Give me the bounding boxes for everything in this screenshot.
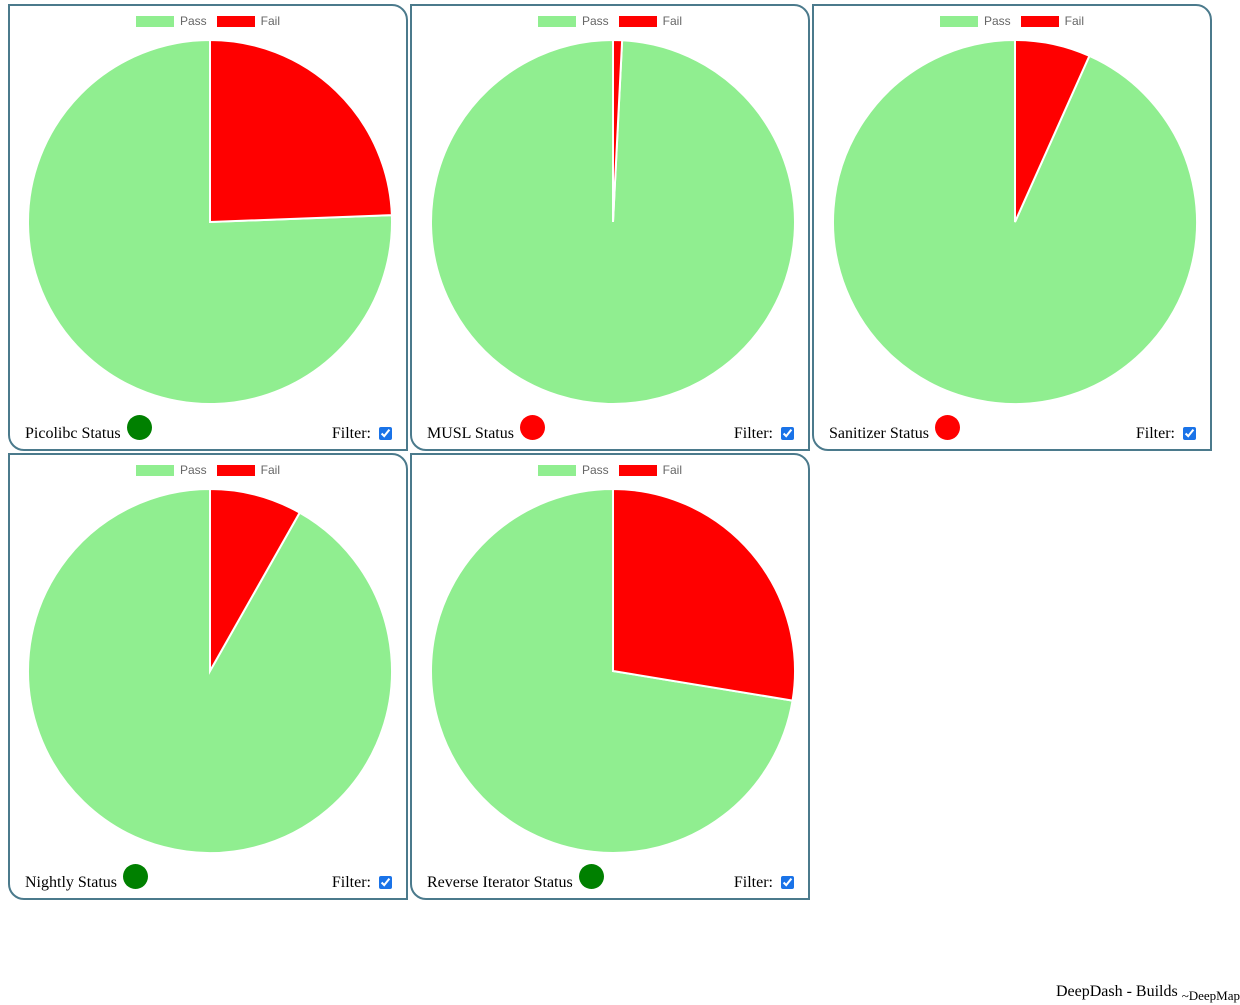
status-group: Sanitizer Status <box>829 415 960 443</box>
legend-label-fail: Fail <box>260 14 281 28</box>
legend-label-pass: Pass <box>581 463 609 477</box>
chart-legend: Pass Fail <box>814 14 1210 28</box>
card-footer: Sanitizer Status Filter: <box>829 415 1196 443</box>
legend-item-fail[interactable]: Fail <box>618 463 683 477</box>
legend-item-fail[interactable]: Fail <box>216 14 281 28</box>
legend-item-fail[interactable]: Fail <box>618 14 683 28</box>
pie-chart <box>430 38 796 405</box>
pie-slice-fail[interactable] <box>1014 38 1091 223</box>
legend-swatch-fail <box>216 464 255 476</box>
status-indicator <box>934 415 960 440</box>
footer-subtitle: ~DeepMap <box>1181 988 1240 1003</box>
legend-item-pass[interactable]: Pass <box>537 14 609 28</box>
status-label: Reverse Iterator Status <box>427 874 573 891</box>
filter-label: Filter: <box>733 425 773 442</box>
pie-chart <box>27 487 393 854</box>
legend-swatch-pass <box>537 15 576 27</box>
chart-legend: Pass Fail <box>412 463 808 477</box>
chart-legend: Pass Fail <box>10 14 406 28</box>
pie-chart <box>832 38 1198 405</box>
pie-slice-fail[interactable] <box>209 487 302 675</box>
legend-label-pass: Pass <box>179 14 207 28</box>
card-footer: MUSL Status Filter: <box>427 415 794 443</box>
pie-chart <box>27 38 393 405</box>
legend-item-pass[interactable]: Pass <box>939 14 1011 28</box>
legend-item-fail[interactable]: Fail <box>216 463 281 477</box>
legend-label-pass: Pass <box>581 14 609 28</box>
filter-group: Filter: <box>332 874 392 892</box>
status-label: Picolibc Status <box>25 425 121 442</box>
status-indicator <box>578 864 604 889</box>
legend-swatch-pass <box>135 15 174 27</box>
status-indicator <box>126 415 152 440</box>
legend-label-pass: Pass <box>179 463 207 477</box>
legend-swatch-pass <box>135 464 174 476</box>
legend-label-fail: Fail <box>662 463 683 477</box>
legend-item-pass[interactable]: Pass <box>537 463 609 477</box>
legend-label-fail: Fail <box>1064 14 1085 28</box>
filter-group: Filter: <box>1136 425 1196 443</box>
legend-label-fail: Fail <box>260 463 281 477</box>
chart-card-nightly: Pass Fail Nightly Status Filter: <box>8 453 408 900</box>
filter-group: Filter: <box>734 425 794 443</box>
legend-label-fail: Fail <box>662 14 683 28</box>
pie-slice-fail[interactable] <box>209 38 393 224</box>
status-group: MUSL Status <box>427 415 545 443</box>
chart-card-musl: Pass Fail MUSL Status Filter: <box>410 4 810 451</box>
legend-swatch-pass <box>537 464 576 476</box>
filter-checkbox[interactable] <box>781 875 794 889</box>
card-footer: Reverse Iterator Status Filter: <box>427 864 794 892</box>
legend-swatch-fail <box>618 15 657 27</box>
legend-swatch-fail <box>618 464 657 476</box>
legend-swatch-fail <box>1020 15 1059 27</box>
pie-slice-pass[interactable] <box>430 487 794 854</box>
filter-label: Filter: <box>1135 425 1175 442</box>
filter-group: Filter: <box>734 874 794 892</box>
page-footer: DeepDash - Builds ~DeepMap <box>1055 983 1240 1003</box>
chart-card-reverse-iterator: Pass Fail Reverse Iterator Status Filter… <box>410 453 810 900</box>
status-group: Reverse Iterator Status <box>427 864 604 892</box>
chart-legend: Pass Fail <box>412 14 808 28</box>
status-label: Nightly Status <box>25 874 118 891</box>
status-indicator <box>519 415 545 440</box>
card-footer: Nightly Status Filter: <box>25 864 392 892</box>
pie-chart <box>430 487 796 854</box>
chart-card-picolibc: Pass Fail Picolibc Status Filter: <box>8 4 408 451</box>
status-label: Sanitizer Status <box>829 425 929 442</box>
legend-label-pass: Pass <box>983 14 1011 28</box>
pie-slice-fail[interactable] <box>612 38 624 223</box>
filter-checkbox[interactable] <box>1183 426 1196 440</box>
legend-swatch-fail <box>216 15 255 27</box>
chart-legend: Pass Fail <box>10 463 406 477</box>
chart-card-sanitizer: Pass Fail Sanitizer Status Filter: <box>812 4 1212 451</box>
filter-group: Filter: <box>332 425 392 443</box>
filter-checkbox[interactable] <box>781 426 794 440</box>
legend-item-pass[interactable]: Pass <box>135 463 207 477</box>
footer-title: DeepDash - Builds <box>1055 983 1178 1000</box>
status-indicator <box>123 864 149 889</box>
pie-slice-pass[interactable] <box>27 38 393 405</box>
card-footer: Picolibc Status Filter: <box>25 415 392 443</box>
filter-label: Filter: <box>331 874 371 891</box>
filter-label: Filter: <box>331 425 371 442</box>
legend-swatch-pass <box>939 15 978 27</box>
filter-checkbox[interactable] <box>379 426 392 440</box>
legend-item-pass[interactable]: Pass <box>135 14 207 28</box>
pie-slice-fail[interactable] <box>612 487 796 702</box>
legend-item-fail[interactable]: Fail <box>1020 14 1085 28</box>
filter-label: Filter: <box>733 874 773 891</box>
status-group: Nightly Status <box>25 864 149 892</box>
filter-checkbox[interactable] <box>379 875 392 889</box>
status-label: MUSL Status <box>427 425 514 442</box>
status-group: Picolibc Status <box>25 415 152 443</box>
